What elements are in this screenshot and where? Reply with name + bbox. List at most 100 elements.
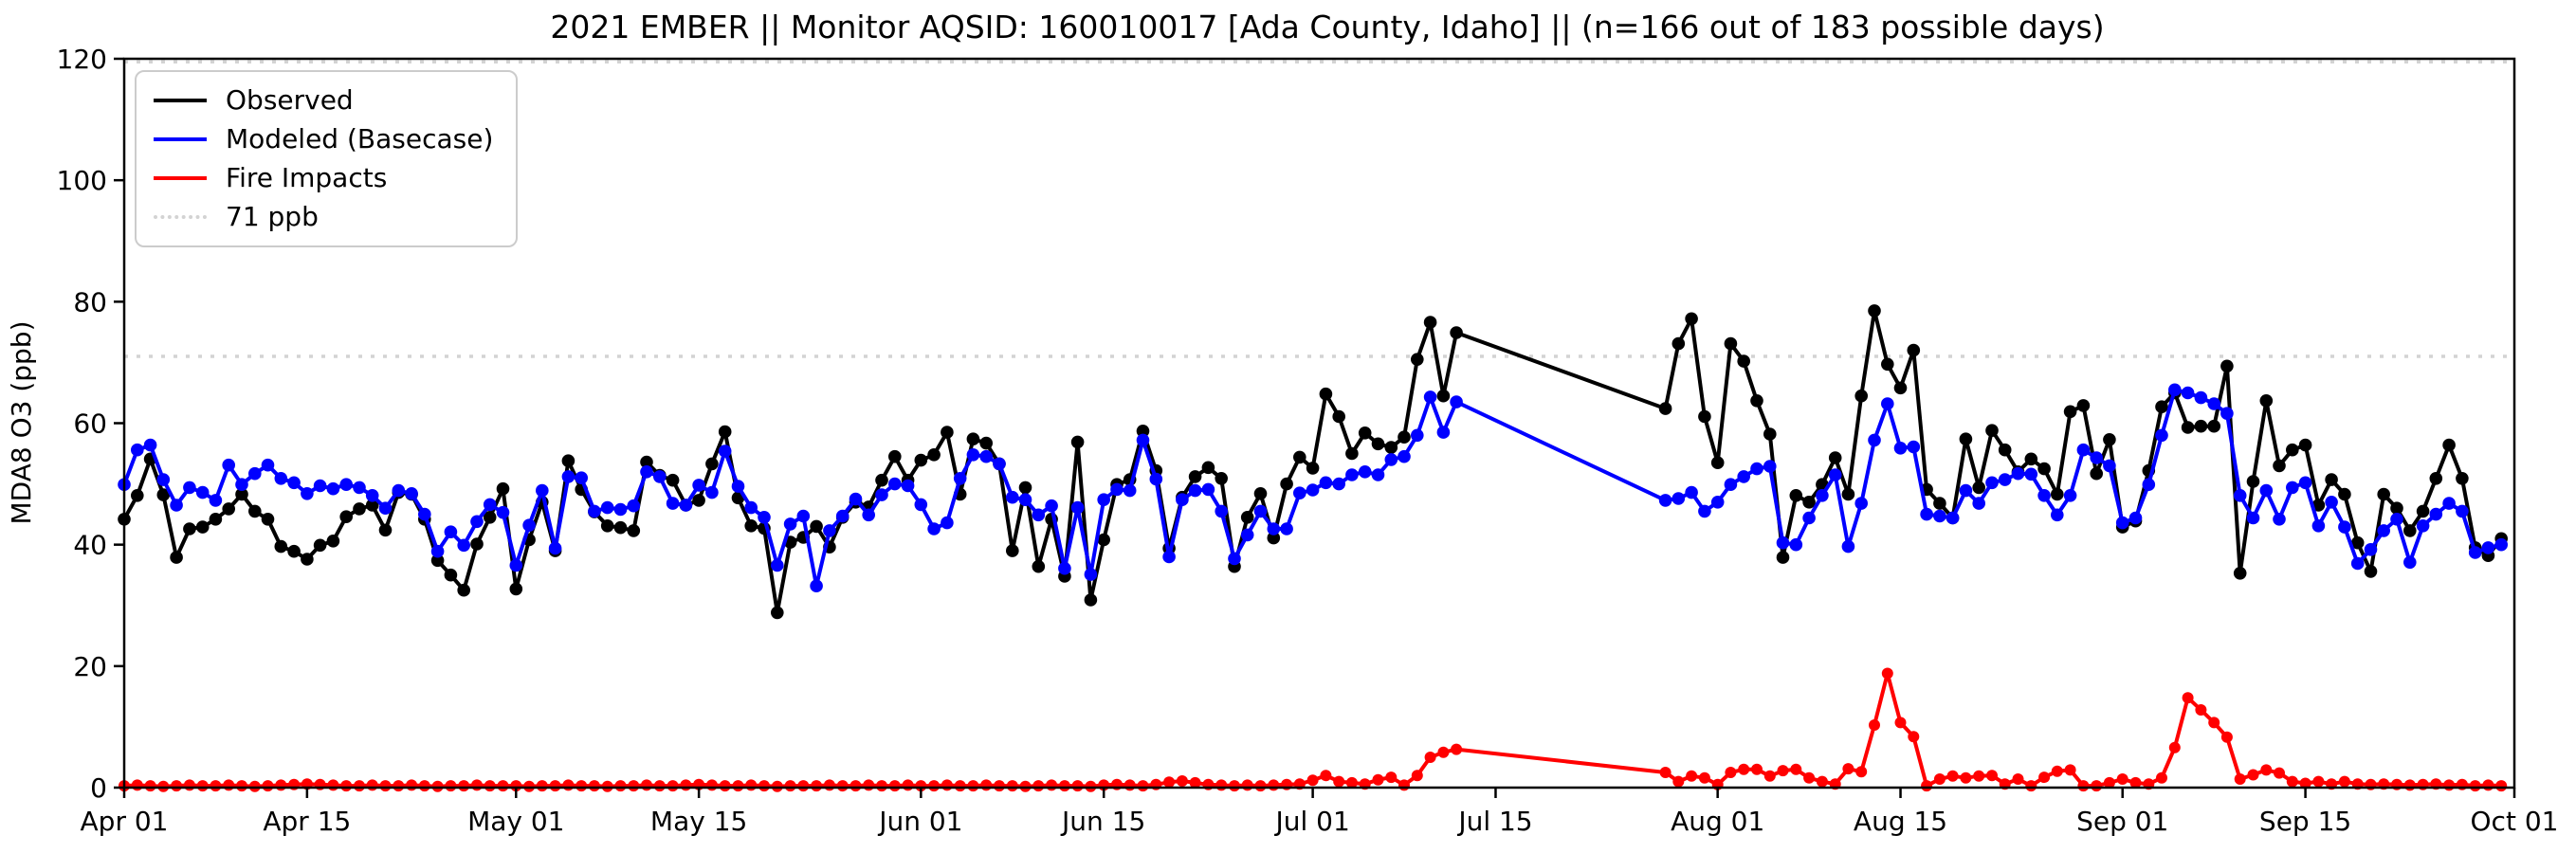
fire-impacts-marker	[2064, 764, 2076, 776]
observed-marker	[1724, 336, 1738, 351]
modeled-basecase-marker	[1345, 468, 1359, 481]
modeled-basecase-marker	[2246, 511, 2260, 525]
fire-impacts-marker	[1659, 767, 1672, 778]
fire-impacts-marker	[732, 780, 744, 792]
fire-impacts-marker	[1986, 770, 1998, 782]
modeled-basecase-marker	[1280, 522, 1293, 535]
observed-marker	[1032, 559, 1046, 573]
observed-marker	[1854, 389, 1868, 403]
modeled-basecase-marker	[1162, 550, 1176, 564]
observed-marker	[131, 489, 144, 502]
modeled-basecase-marker	[1841, 539, 1855, 554]
fire-impacts-marker	[445, 780, 457, 792]
observed-marker	[2338, 487, 2351, 501]
observed-marker	[1658, 402, 1672, 415]
modeled-basecase-marker	[2076, 443, 2091, 457]
observed-marker	[941, 426, 954, 439]
observed-marker	[744, 519, 758, 533]
fire-impacts-marker	[1816, 775, 1828, 788]
modeled-basecase-marker	[1006, 490, 1019, 504]
fire-impacts-marker	[588, 780, 600, 792]
modeled-basecase-marker	[1070, 500, 1085, 515]
fire-impacts-marker	[1725, 767, 1737, 778]
y-tick-label: 40	[73, 530, 107, 561]
fire-impacts-marker	[2091, 780, 2103, 792]
fire-impacts-marker	[980, 779, 993, 791]
modeled-basecase-marker	[2364, 543, 2378, 556]
fire-impacts-marker	[1869, 719, 1880, 731]
fire-impacts-marker	[1229, 780, 1240, 792]
modeled-basecase-marker	[1881, 397, 1894, 410]
observed-marker	[1750, 394, 1763, 408]
x-tick-label: May 15	[650, 806, 747, 837]
modeled-basecase-marker	[522, 518, 536, 532]
modeled-basecase-marker	[1398, 449, 1411, 463]
modeled-basecase-marker	[1985, 476, 1999, 490]
observed-marker	[1959, 432, 1973, 446]
legend: Observed Modeled (Basecase) Fire Impacts…	[135, 70, 519, 247]
fire-impacts-marker	[641, 779, 652, 791]
modeled-line-swatch	[154, 137, 207, 141]
observed-marker	[183, 522, 196, 535]
modeled-basecase-marker	[2011, 466, 2025, 481]
modeled-basecase-marker	[1658, 494, 1672, 507]
modeled-basecase-marker	[1110, 482, 1124, 497]
y-tick-label: 100	[57, 165, 107, 196]
fire-impacts-marker	[1908, 731, 1920, 743]
modeled-basecase-marker	[1201, 482, 1215, 497]
modeled-basecase-marker	[496, 505, 510, 519]
legend-label-modeled-basecase: Modeled (Basecase)	[226, 123, 494, 154]
modeled-basecase-marker	[1253, 504, 1268, 518]
modeled-basecase-marker	[2220, 407, 2234, 421]
fire-impacts-marker	[523, 780, 536, 792]
modeled-basecase-marker	[1816, 489, 1829, 502]
fire-impacts-marker	[549, 780, 561, 792]
fire-impacts-marker	[1921, 780, 1933, 792]
modeled-basecase-marker	[771, 558, 784, 572]
modeled-basecase-marker	[1032, 508, 1046, 522]
fire-impacts-marker	[863, 779, 875, 791]
x-tick-label: Jul 15	[1456, 806, 1532, 837]
fire-impacts-marker	[1672, 775, 1685, 788]
modeled-basecase-marker	[2233, 489, 2247, 502]
y-tick-label: 120	[57, 44, 107, 75]
observed-marker	[1240, 511, 1254, 524]
fire-impacts-marker	[1855, 766, 1868, 778]
fire-impacts-marker	[967, 780, 979, 792]
observed-marker	[1280, 477, 1293, 491]
modeled-basecase-marker	[613, 502, 628, 517]
fire-impacts-marker	[1933, 773, 1946, 785]
observed-marker	[2103, 433, 2116, 446]
x-tick-label: Oct 01	[2471, 806, 2559, 837]
observed-marker	[2024, 452, 2038, 466]
fire-impacts-marker	[1385, 771, 1398, 784]
observed-marker	[1789, 489, 1803, 502]
observed-marker	[326, 535, 340, 548]
fire-impacts-marker	[784, 780, 796, 792]
modeled-basecase-marker	[2142, 478, 2156, 491]
fire-impacts-marker	[144, 780, 156, 792]
modeled-basecase-marker	[679, 499, 693, 512]
x-tick-label: Jun 15	[1060, 806, 1145, 837]
observed-marker	[1893, 381, 1908, 395]
observed-marker	[1450, 326, 1463, 339]
modeled-basecase-marker	[1920, 507, 1933, 521]
legend-label-observed: Observed	[226, 84, 354, 116]
modeled-basecase-marker	[2298, 476, 2312, 490]
fire-impacts-marker	[1960, 771, 1972, 784]
observed-marker	[1698, 409, 1711, 424]
observed-marker	[444, 568, 458, 582]
fire-impacts-marker	[1777, 765, 1789, 777]
fire-impacts-marker	[2403, 779, 2416, 791]
y-tick-label: 20	[73, 651, 107, 682]
modeled-basecase-marker	[2311, 519, 2326, 533]
modeled-basecase-marker	[2128, 511, 2143, 525]
modeled-basecase-marker	[1802, 511, 1816, 525]
fire-impacts-marker	[2260, 764, 2273, 776]
fire-impacts-marker	[758, 780, 770, 792]
observed-marker	[1371, 437, 1385, 451]
chart-title: 2021 EMBER || Monitor AQSID: 160010017 […	[550, 9, 2104, 45]
modeled-basecase-marker	[692, 479, 705, 492]
fire-impacts-marker	[1345, 776, 1358, 789]
observed-marker	[2246, 475, 2260, 488]
